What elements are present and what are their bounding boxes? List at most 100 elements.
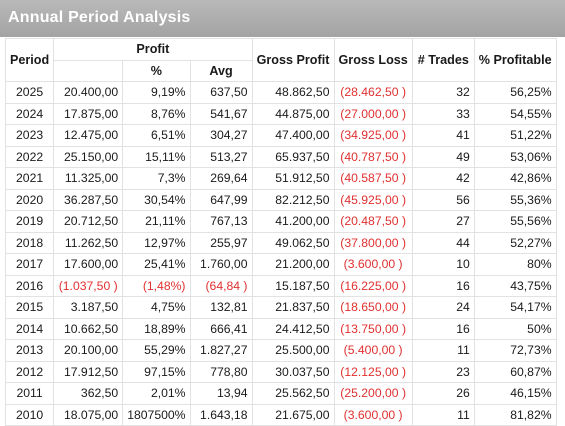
cell-profit: 25.150,00: [53, 145, 124, 168]
cell-gross-loss: (37.800,00 ): [333, 231, 413, 254]
cell-gross-loss: (40.787,50 ): [333, 145, 413, 168]
cell-gross-profit: 24.412,50: [251, 317, 335, 340]
cell-profit-avg: 1.760,00: [189, 253, 253, 276]
cell-profit-avg: 304,27: [189, 124, 253, 147]
cell-profit-pct: 21,11%: [122, 210, 191, 233]
header-trades[interactable]: # Trades: [411, 38, 475, 82]
table-row[interactable]: 2017 17.600,00 25,41% 1.760,00 21.200,00 (3.6…: [4, 253, 557, 276]
table-body: 2025 20.400,00 9,19% 637,50 48.862,50 (28.462…: [4, 81, 557, 426]
cell-profit: (1.037,50 ): [53, 274, 124, 297]
cell-trades: 42: [411, 167, 475, 190]
cell-profit-pct: 1807500%: [122, 403, 191, 426]
table-row[interactable]: 2012 17.912,50 97,15% 778,80 30.037,50 (12.12…: [4, 360, 557, 383]
cell-profit-pct: 25,41%: [122, 253, 191, 276]
table-row[interactable]: 2013 20.100,00 55,29% 1.827,27 25.500,00 (5.4…: [4, 339, 557, 362]
cell-profit-pct: 55,29%: [122, 339, 191, 362]
cell-gross-loss: (27.000,00 ): [333, 102, 413, 125]
cell-profit-avg: 513,27: [189, 145, 253, 168]
cell-pct-profitable: 72,73%: [473, 339, 557, 362]
cell-gross-profit: 49.062,50: [251, 231, 335, 254]
cell-period: 2024: [4, 102, 55, 125]
header-profit-avg[interactable]: Avg: [189, 59, 253, 82]
cell-profit-avg: 255,97: [189, 231, 253, 254]
cell-trades: 32: [411, 81, 475, 104]
cell-profit-pct: 9,19%: [122, 81, 191, 104]
cell-trades: 11: [411, 339, 475, 362]
cell-period: 2023: [4, 124, 55, 147]
cell-profit-avg: 132,81: [189, 296, 253, 319]
cell-gross-loss: (16.225,00 ): [333, 274, 413, 297]
cell-profit-avg: 269,64: [189, 167, 253, 190]
cell-pct-profitable: 43,75%: [473, 274, 557, 297]
cell-gross-loss: (25.200,00 ): [333, 382, 413, 405]
cell-profit: 12.475,00: [53, 124, 124, 147]
table-row[interactable]: 2024 17.875,00 8,76% 541,67 44.875,00 (27.000…: [4, 102, 557, 125]
cell-profit-pct: 4,75%: [122, 296, 191, 319]
cell-pct-profitable: 55,56%: [473, 210, 557, 233]
header-profit-pct[interactable]: %: [122, 59, 191, 82]
cell-pct-profitable: 46,15%: [473, 382, 557, 405]
cell-pct-profitable: 55,36%: [473, 188, 557, 211]
cell-period: 2017: [4, 253, 55, 276]
cell-gross-loss: (28.462,50 ): [333, 81, 413, 104]
table-row[interactable]: 2016 (1.037,50 ) (1,48%) (64,84 ) 15.187,50(…: [4, 274, 557, 297]
table-row[interactable]: 2011 362,50 2,01% 13,94 25.562,50 (25.200,00 …: [4, 382, 557, 405]
cell-gross-profit: 30.037,50: [251, 360, 335, 383]
cell-profit: 17.875,00: [53, 102, 124, 125]
table-row[interactable]: 2010 18.075,00 1807500% 1.643,18 21.675,00 (3…: [4, 403, 557, 426]
cell-pct-profitable: 81,82%: [473, 403, 557, 426]
cell-gross-profit: 21.675,00: [251, 403, 335, 426]
cell-profit-avg: 541,67: [189, 102, 253, 125]
cell-profit-avg: 637,50: [189, 81, 253, 104]
cell-profit-pct: 7,3%: [122, 167, 191, 190]
cell-pct-profitable: 42,86%: [473, 167, 557, 190]
cell-trades: 27: [411, 210, 475, 233]
cell-period: 2011: [4, 382, 55, 405]
cell-trades: 16: [411, 274, 475, 297]
header-gross-loss[interactable]: Gross Loss: [333, 38, 413, 82]
cell-profit-pct: 12,97%: [122, 231, 191, 254]
table-row[interactable]: 2019 20.712,50 21,11% 767,13 41.200,00 (20.48…: [4, 210, 557, 233]
cell-gross-loss: (18.650,00 ): [333, 296, 413, 319]
cell-trades: 56: [411, 188, 475, 211]
cell-profit: 362,50: [53, 382, 124, 405]
cell-profit-avg: 1.643,18: [189, 403, 253, 426]
table-row[interactable]: 2023 12.475,00 6,51% 304,27 47.400,00 (34.925…: [4, 124, 557, 147]
cell-profit-pct: 18,89%: [122, 317, 191, 340]
table-row[interactable]: 2022 25.150,00 15,11% 513,27 65.937,50 (40.78…: [4, 145, 557, 168]
page-title: Annual Period Analysis: [8, 9, 191, 26]
cell-period: 2018: [4, 231, 55, 254]
header-period[interactable]: Period: [4, 38, 55, 82]
cell-period: 2013: [4, 339, 55, 362]
cell-gross-loss: (34.925,00 ): [333, 124, 413, 147]
cell-profit-pct: 2,01%: [122, 382, 191, 405]
cell-gross-profit: 15.187,50: [251, 274, 335, 297]
header-gross-profit[interactable]: Gross Profit: [251, 38, 335, 82]
table-row[interactable]: 2014 10.662,50 18,89% 666,41 24.412,50 (13.75…: [4, 317, 557, 340]
cell-period: 2020: [4, 188, 55, 211]
cell-pct-profitable: 52,27%: [473, 231, 557, 254]
cell-period: 2022: [4, 145, 55, 168]
cell-pct-profitable: 60,87%: [473, 360, 557, 383]
table-row[interactable]: 2018 11.262,50 12,97% 255,97 49.062,50 (37.80…: [4, 231, 557, 254]
cell-period: 2019: [4, 210, 55, 233]
cell-trades: 23: [411, 360, 475, 383]
table-row[interactable]: 2025 20.400,00 9,19% 637,50 48.862,50 (28.462…: [4, 81, 557, 104]
cell-gross-profit: 21.837,50: [251, 296, 335, 319]
table-row[interactable]: 2020 36.287,50 30,54% 647,99 82.212,50 (45.92…: [4, 188, 557, 211]
cell-profit-pct: 30,54%: [122, 188, 191, 211]
cell-period: 2014: [4, 317, 55, 340]
cell-period: 2021: [4, 167, 55, 190]
cell-profit: 11.325,00: [53, 167, 124, 190]
cell-trades: 24: [411, 296, 475, 319]
table-row[interactable]: 2021 11.325,00 7,3% 269,64 51.912,50 (40.587,…: [4, 167, 557, 190]
cell-profit: 20.712,50: [53, 210, 124, 233]
cell-profit: 20.400,00: [53, 81, 124, 104]
header-profit[interactable]: Profit: [53, 38, 253, 61]
table-row[interactable]: 2015 3.187,50 4,75% 132,81 21.837,50 (18.650,…: [4, 296, 557, 319]
header-pct-profitable[interactable]: % Profitable: [473, 38, 557, 82]
cell-pct-profitable: 54,17%: [473, 296, 557, 319]
cell-gross-profit: 65.937,50: [251, 145, 335, 168]
cell-pct-profitable: 50%: [473, 317, 557, 340]
cell-trades: 16: [411, 317, 475, 340]
